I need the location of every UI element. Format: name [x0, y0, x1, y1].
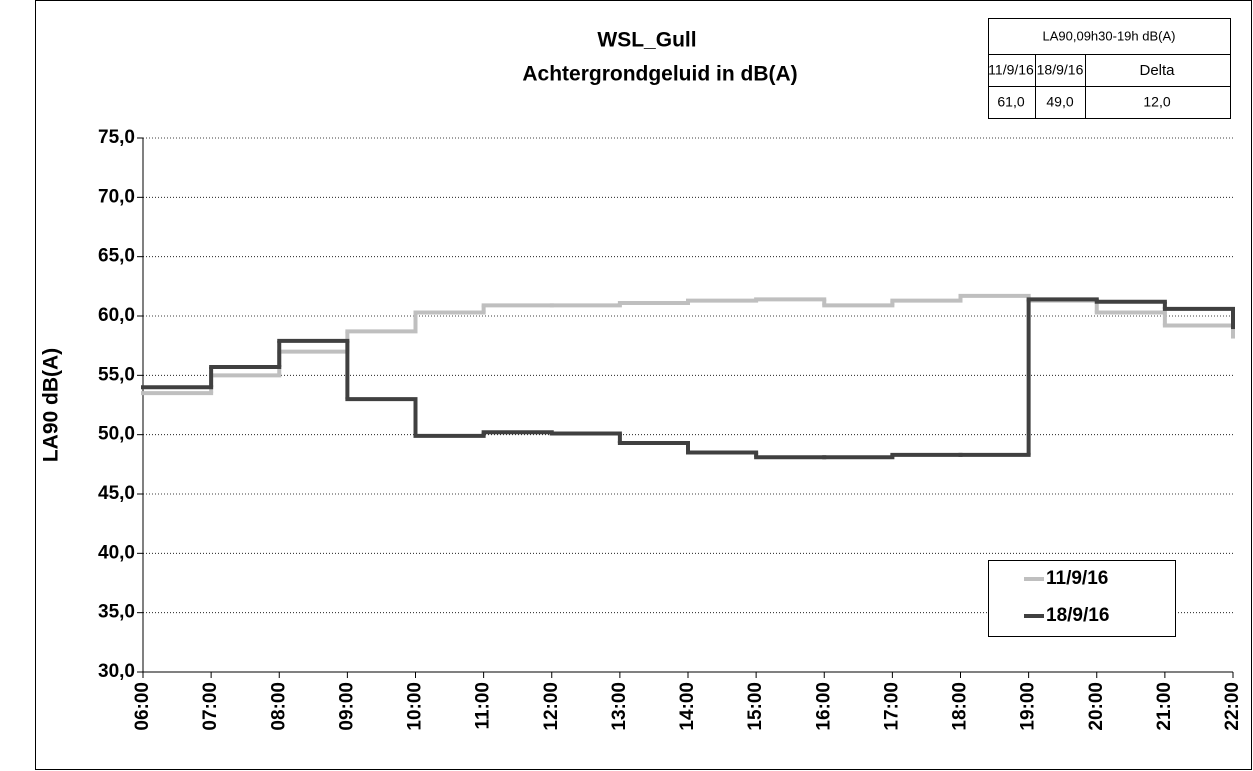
table-cell: 61,0 — [997, 94, 1024, 110]
chart-title: WSL_Gull — [597, 29, 696, 52]
legend-box — [988, 560, 1176, 637]
x-tick-label: 07:00 — [200, 682, 221, 731]
table-cell: 49,0 — [1046, 94, 1073, 110]
x-tick-label: 17:00 — [881, 682, 902, 731]
x-tick-label: 21:00 — [1154, 682, 1175, 731]
table-cell: 12,0 — [1143, 94, 1170, 110]
summary-table — [988, 18, 1231, 119]
y-axis-label: LA90 dB(A) — [40, 348, 63, 462]
x-tick-label: 22:00 — [1222, 682, 1243, 731]
x-tick-label: 13:00 — [609, 682, 630, 731]
y-tick-label: 55,0 — [98, 364, 135, 385]
y-tick-label: 60,0 — [98, 305, 135, 326]
x-tick-label: 12:00 — [541, 682, 562, 731]
y-tick-label: 70,0 — [98, 186, 135, 207]
x-tick-label: 19:00 — [1018, 682, 1039, 731]
x-tick-label: 16:00 — [813, 682, 834, 731]
x-tick-label: 18:00 — [950, 682, 971, 731]
legend-label: 18/9/16 — [1046, 605, 1109, 626]
x-tick-label: 10:00 — [405, 682, 426, 731]
table-column: 18/9/16 — [1037, 62, 1084, 78]
y-tick-label: 65,0 — [98, 246, 135, 267]
x-tick-label: 11:00 — [473, 682, 494, 730]
x-tick-label: 20:00 — [1086, 682, 1107, 731]
y-tick-label: 45,0 — [98, 483, 135, 504]
y-tick-label: 40,0 — [98, 542, 135, 563]
table-column: Delta — [1139, 62, 1175, 79]
x-tick-label: 15:00 — [745, 682, 766, 731]
y-tick-label: 30,0 — [98, 661, 135, 682]
x-tick-label: 06:00 — [132, 682, 153, 731]
x-tick-label: 08:00 — [268, 682, 289, 731]
x-tick-label: 09:00 — [336, 682, 357, 731]
table-column: 11/9/16 — [988, 62, 1034, 78]
table-header: LA90,09h30-19h dB(A) — [1043, 28, 1176, 43]
x-tick-label: 14:00 — [677, 682, 698, 731]
table-border — [988, 18, 1231, 119]
y-tick-label: 75,0 — [98, 127, 135, 148]
legend-label: 11/9/16 — [1046, 568, 1108, 589]
chart-subtitle: Achtergrondgeluid in dB(A) — [522, 63, 797, 86]
y-tick-label: 35,0 — [98, 602, 135, 623]
chart-frame — [35, 0, 1252, 770]
y-tick-label: 50,0 — [98, 424, 135, 445]
